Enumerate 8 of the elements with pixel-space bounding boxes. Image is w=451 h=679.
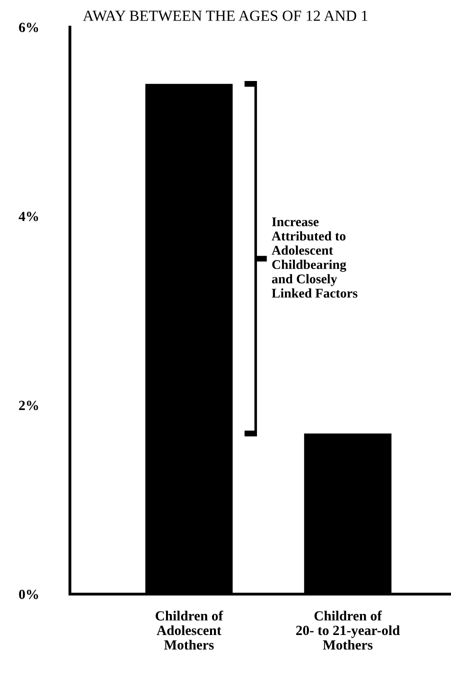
y-tick-label: 4% [18, 212, 38, 222]
y-tick-label: 2% [19, 400, 38, 410]
x-tick-label: Children of 20- to 21-year-old Mothers [296, 610, 400, 650]
x-tick-label: Children of Adolescent Mothers [156, 610, 224, 650]
chart-title: AWAY BETWEEN THE AGES OF 12 AND 1 [82, 10, 368, 22]
y-tick-label: 0% [19, 590, 38, 600]
y-tick-label: 6% [18, 22, 38, 32]
annotation: Increase Attributed to Adolescent Childbearing and Closely Linked Factors [272, 217, 358, 298]
